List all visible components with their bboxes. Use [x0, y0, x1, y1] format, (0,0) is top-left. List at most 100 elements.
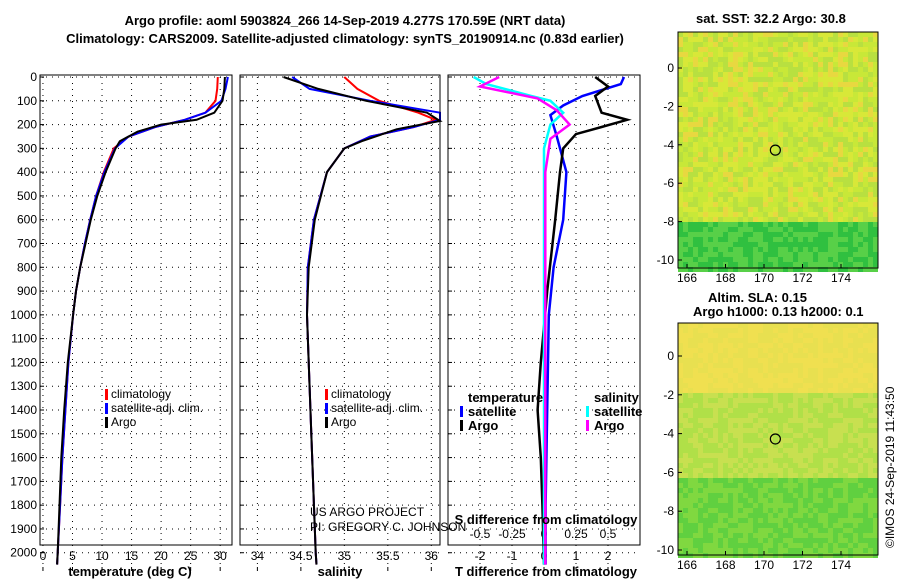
map-cell — [763, 378, 768, 383]
map-cell — [798, 478, 803, 483]
map-cell — [863, 157, 868, 162]
map-cell — [753, 92, 758, 97]
map-cell — [683, 338, 688, 343]
map-cell — [798, 328, 803, 333]
map-cell — [808, 368, 813, 373]
map-cell — [708, 418, 713, 423]
map-cell — [833, 122, 838, 127]
map-cell — [768, 82, 773, 87]
map-cell — [743, 473, 748, 478]
map-cell — [773, 47, 778, 52]
map-cell — [768, 142, 773, 147]
map-cell — [713, 448, 718, 453]
map-cell — [688, 157, 693, 162]
map-cell — [768, 47, 773, 52]
map-cell — [873, 328, 878, 333]
map-cell — [743, 463, 748, 468]
legend-s-satellite: satellite — [594, 404, 642, 419]
map-cell — [713, 42, 718, 47]
map-cell — [738, 257, 743, 262]
map-cell — [813, 428, 818, 433]
map-cell — [723, 102, 728, 107]
map-cell — [783, 177, 788, 182]
map-y-tick-label: -10 — [657, 543, 675, 557]
map-cell — [833, 333, 838, 338]
map-cell — [728, 468, 733, 473]
map-cell — [698, 122, 703, 127]
map-cell — [803, 112, 808, 117]
map-cell — [768, 77, 773, 82]
map-cell — [753, 247, 758, 252]
map-cell — [748, 378, 753, 383]
map-cell — [753, 87, 758, 92]
map-cell — [843, 192, 848, 197]
map-cell — [683, 533, 688, 538]
map-cell — [868, 513, 873, 518]
map-cell — [688, 323, 693, 328]
map-cell — [813, 32, 818, 37]
map-cell — [728, 403, 733, 408]
map-cell — [758, 388, 763, 393]
map-cell — [808, 358, 813, 363]
map-cell — [708, 478, 713, 483]
map-cell — [783, 483, 788, 488]
map-cell — [843, 378, 848, 383]
map-cell — [748, 262, 753, 267]
map-cell — [683, 247, 688, 252]
map-cell — [723, 167, 728, 172]
map-cell — [748, 358, 753, 363]
map-cell — [733, 453, 738, 458]
map-cell — [728, 262, 733, 267]
map-y-tick-label: -10 — [657, 253, 675, 267]
map-cell — [798, 137, 803, 142]
map-cell — [688, 418, 693, 423]
map-x-tick-label: 170 — [754, 558, 774, 572]
map-cell — [708, 117, 713, 122]
map-cell — [808, 503, 813, 508]
map-cell — [858, 142, 863, 147]
map-cell — [683, 147, 688, 152]
map-cell — [728, 77, 733, 82]
map-cell — [683, 488, 688, 493]
map-cell — [793, 403, 798, 408]
map-cell — [678, 87, 683, 92]
map-cell — [703, 548, 708, 553]
map-cell — [713, 483, 718, 488]
map-cell — [788, 207, 793, 212]
map-cell — [808, 242, 813, 247]
map-cell — [698, 187, 703, 192]
map-cell — [843, 433, 848, 438]
map-cell — [803, 373, 808, 378]
map-cell — [783, 252, 788, 257]
map-cell — [853, 538, 858, 543]
map-cell — [808, 72, 813, 77]
map-cell — [698, 528, 703, 533]
map-cell — [868, 363, 873, 368]
map-cell — [803, 343, 808, 348]
map-cell — [808, 117, 813, 122]
map-cell — [723, 373, 728, 378]
map-cell — [873, 398, 878, 403]
map-cell — [743, 363, 748, 368]
map-cell — [728, 433, 733, 438]
map-cell — [758, 468, 763, 473]
map-cell — [748, 518, 753, 523]
map-cell — [703, 533, 708, 538]
map-cell — [723, 368, 728, 373]
map-cell — [793, 368, 798, 373]
map-cell — [788, 463, 793, 468]
map-cell — [808, 162, 813, 167]
map-cell — [763, 343, 768, 348]
map-cell — [778, 468, 783, 473]
map-cell — [708, 433, 713, 438]
map-cell — [833, 443, 838, 448]
map-cell — [683, 142, 688, 147]
map-cell — [808, 267, 813, 272]
map-cell — [768, 57, 773, 62]
map-cell — [773, 37, 778, 42]
map-cell — [843, 187, 848, 192]
map-cell — [723, 257, 728, 262]
map-cell — [843, 513, 848, 518]
map-cell — [818, 82, 823, 87]
map-cell — [743, 247, 748, 252]
